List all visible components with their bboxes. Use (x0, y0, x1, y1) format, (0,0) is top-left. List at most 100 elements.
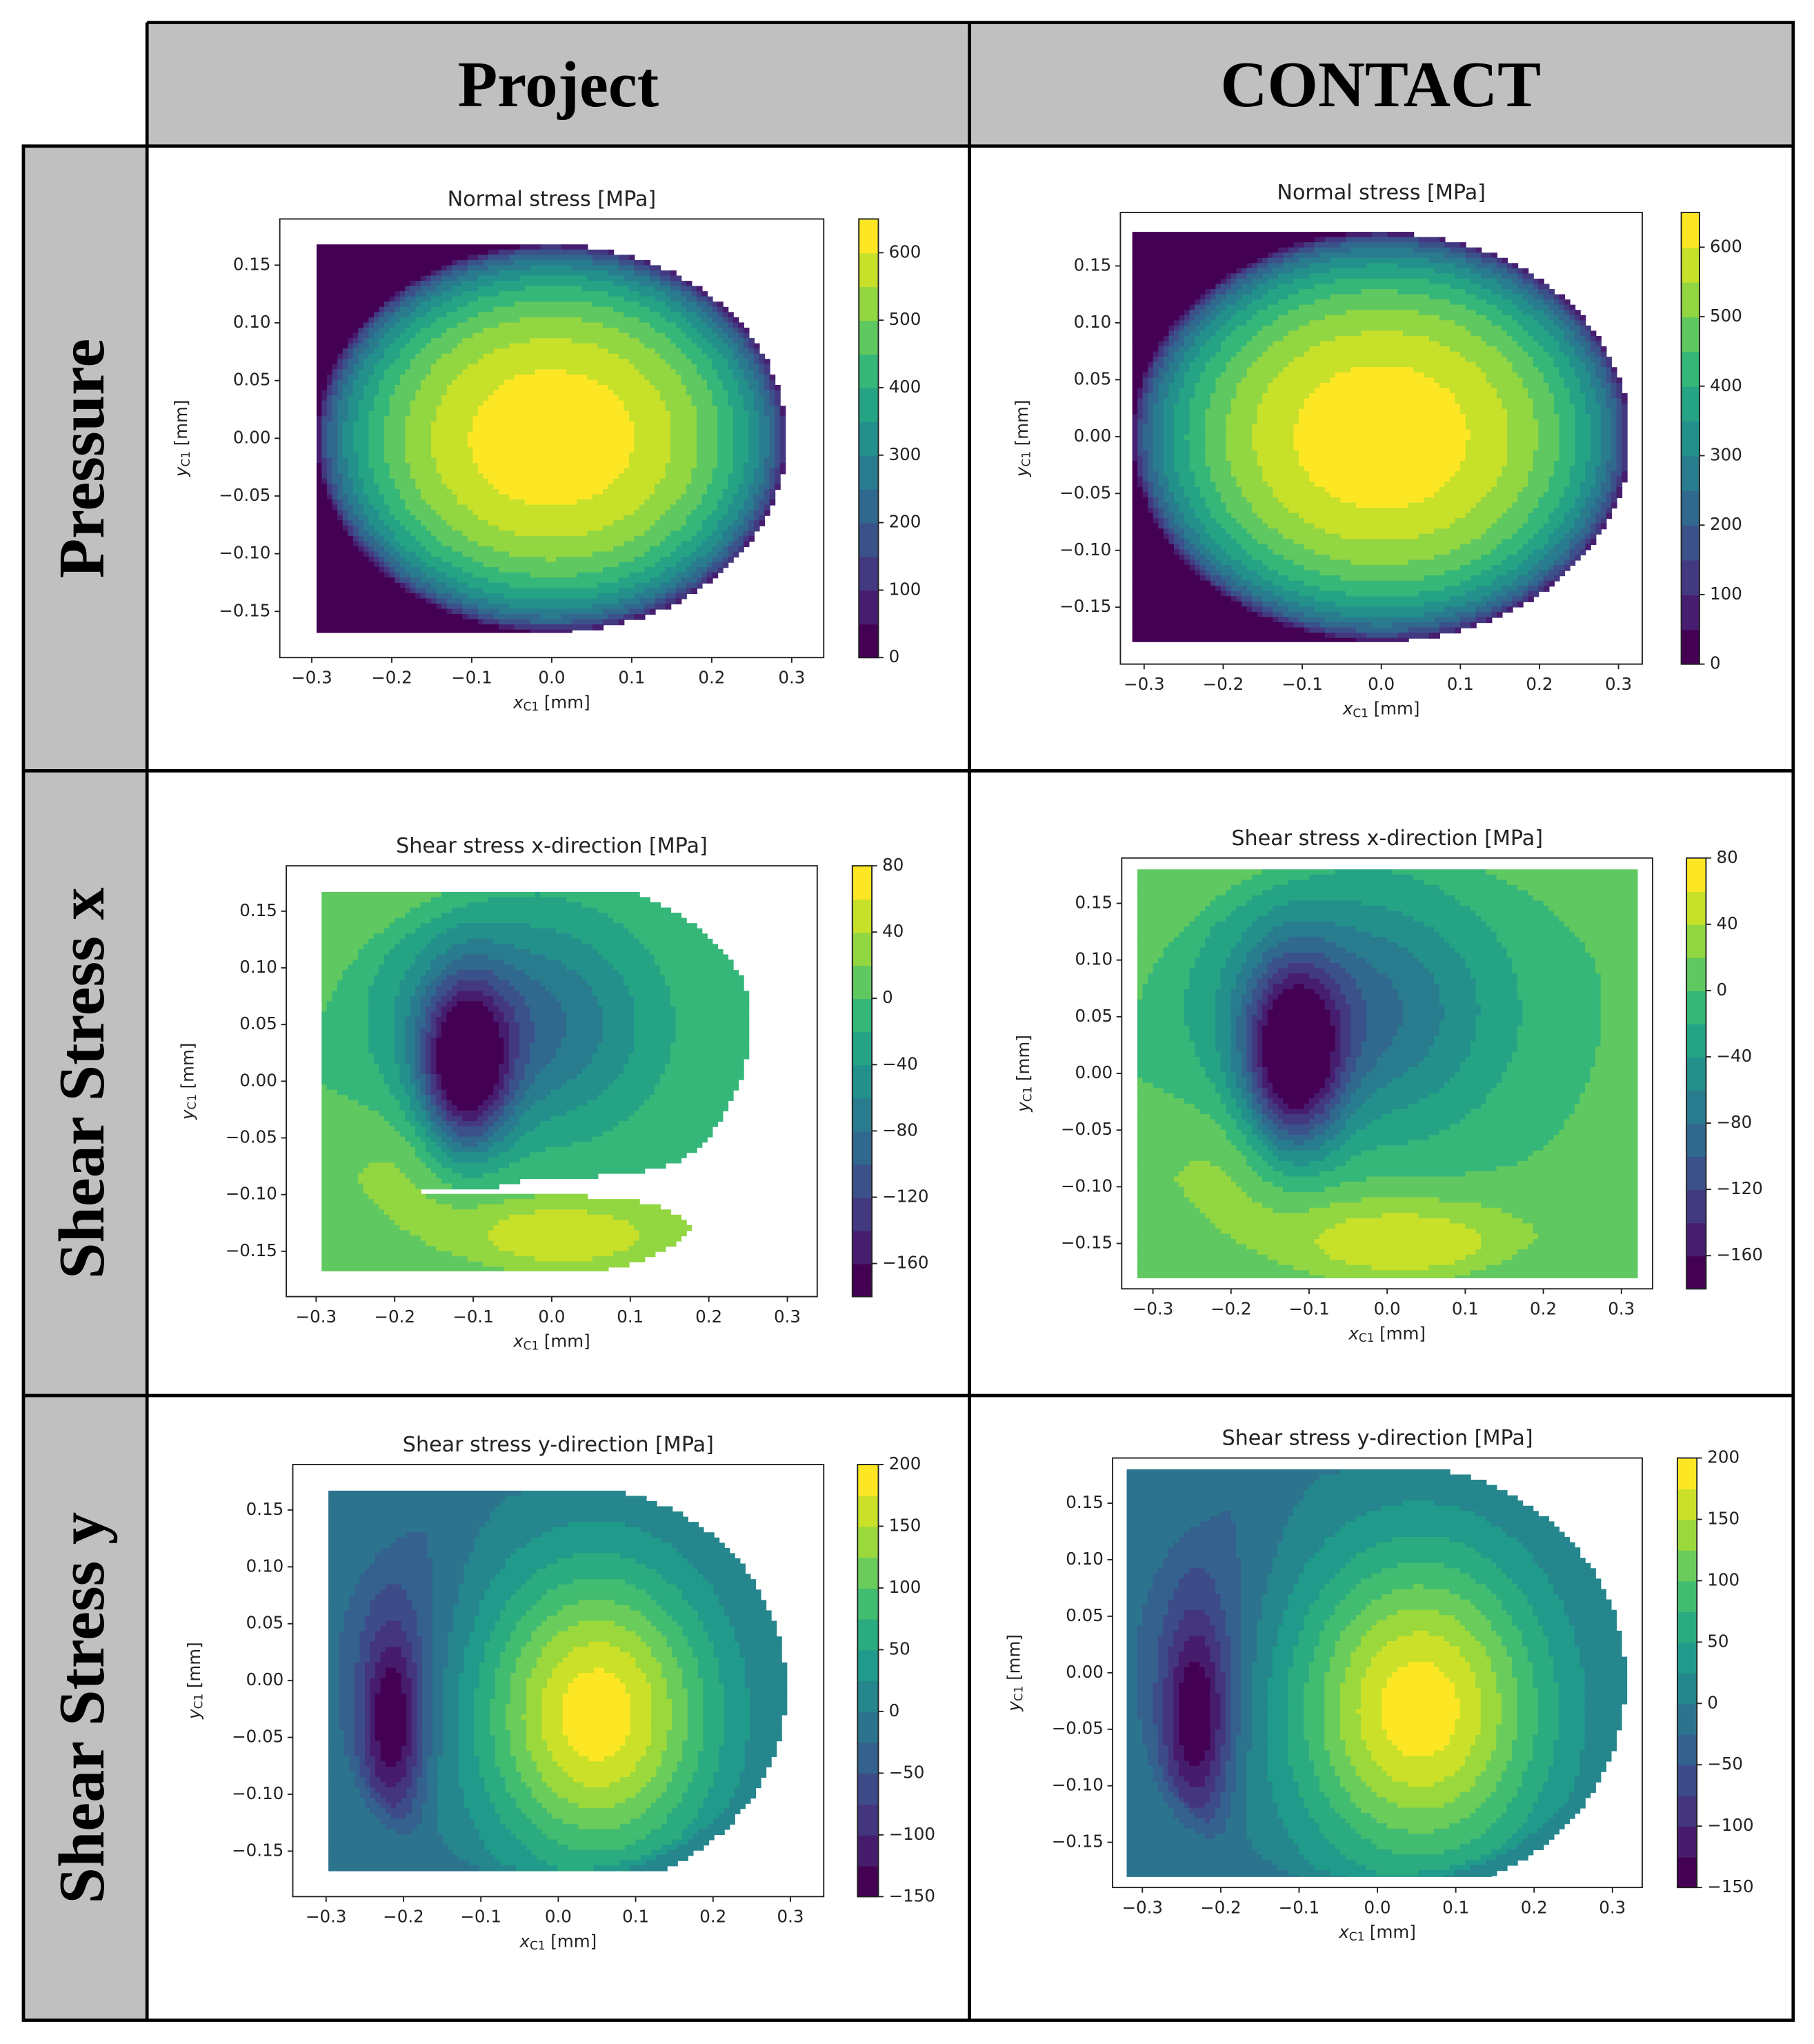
contour-cell (1246, 978, 1258, 985)
contour-cell (1600, 1035, 1638, 1042)
contour-cell (1502, 257, 1508, 264)
contour-cell (1168, 388, 1180, 395)
contour-cell (477, 296, 625, 303)
contour-cell (712, 478, 729, 485)
contour-cell (1230, 404, 1258, 410)
contour-cell (451, 1204, 479, 1211)
contour-cell (1314, 388, 1451, 395)
contour-cell (1564, 382, 1581, 389)
contour-cell (321, 1136, 406, 1143)
contour-cell (1220, 341, 1248, 348)
contour-cell (1257, 1041, 1264, 1047)
contour-cell (426, 1038, 432, 1044)
contour-cell (639, 1230, 687, 1237)
contour-cell (1252, 315, 1279, 321)
contour-cell (602, 1022, 635, 1029)
contour-cell (706, 577, 713, 584)
contour-cell (1366, 1176, 1638, 1183)
contour-cell (660, 353, 687, 360)
contour-cell (1158, 341, 1165, 348)
contour-cell (1517, 973, 1602, 980)
grid-lines (21, 21, 1795, 2022)
contour-cell (373, 1199, 437, 1205)
contour-cell (467, 265, 490, 272)
contour-cell (1553, 398, 1571, 405)
contour-cell (1611, 445, 1617, 452)
contour-cell (759, 484, 770, 490)
contour-cell (1153, 968, 1190, 975)
contour-cell (1252, 601, 1264, 608)
contour-cell (498, 1126, 515, 1133)
contour-cell (332, 478, 343, 485)
contour-cell (1611, 429, 1617, 436)
contour-cell (592, 1053, 630, 1060)
contour-cell (1205, 575, 1211, 582)
contour-cell (1226, 957, 1248, 964)
contour-cell (655, 562, 677, 568)
contour-cell (328, 1631, 340, 1638)
contour-cell (1538, 497, 1560, 504)
contour-cell (321, 390, 328, 397)
contour-cell (1173, 466, 1190, 473)
contour-cell (1559, 497, 1576, 504)
contour-cell (753, 510, 766, 516)
contour-cell (1512, 278, 1524, 285)
contour-cell (1273, 611, 1284, 618)
contour-cell (1575, 372, 1591, 379)
contour-cell (499, 624, 515, 631)
contour-cell (759, 426, 770, 433)
contour-cell (1475, 978, 1518, 985)
contour-cell (1262, 937, 1289, 943)
contour-cell (1611, 471, 1623, 477)
contour-cell (321, 1220, 396, 1227)
colorbar-band (1681, 212, 1700, 248)
colorbar-band (859, 354, 879, 388)
contour-cell (316, 629, 531, 633)
contour-cell (321, 991, 333, 997)
contour-cell (1173, 372, 1186, 379)
contour-cell (1137, 906, 1206, 912)
contour-cell (748, 442, 760, 448)
contour-cell (1220, 1124, 1237, 1131)
contour-cell (1465, 601, 1487, 608)
contour-cell (321, 944, 364, 951)
contour-cell (426, 1053, 432, 1060)
contour-cell (1205, 570, 1211, 577)
contour-cell (1345, 1056, 1357, 1063)
contour-cell (467, 437, 635, 444)
contour-cell (436, 1142, 448, 1148)
contour-cell (703, 1574, 751, 1580)
contour-cell (608, 385, 656, 391)
contour-cell (1142, 461, 1149, 467)
contour-cell (1330, 1009, 1342, 1016)
contour-cell (1496, 874, 1638, 881)
contour-cell (602, 1032, 635, 1039)
contour-cell (1257, 1004, 1264, 1011)
contour-cell (1444, 606, 1477, 613)
contour-cell (1434, 268, 1472, 275)
contour-cell (670, 1001, 750, 1008)
contour-cell (1137, 1244, 1248, 1251)
contour-cell (691, 395, 713, 401)
contour-cell (665, 980, 744, 986)
contour-cell (363, 348, 375, 355)
contour-cell (420, 1032, 427, 1039)
contour-cell (1575, 414, 1591, 420)
contour-cell (672, 1615, 699, 1622)
contour-cell (1502, 471, 1529, 477)
contour-cell (1455, 627, 1462, 634)
contour-cell (1262, 1056, 1331, 1063)
contour-cell (644, 567, 666, 573)
contour-cell (446, 964, 515, 971)
contour-cell (1137, 1072, 1206, 1079)
contour-cell (1230, 1093, 1243, 1100)
contour-cell (1439, 984, 1477, 990)
contour-cell (1584, 1082, 1638, 1089)
contour-cell (495, 1620, 517, 1627)
contour-cell (1137, 398, 1144, 405)
contour-cell (1283, 335, 1337, 342)
contour-cell (477, 619, 484, 626)
contour-cell (597, 949, 650, 955)
contour-cell (1163, 466, 1175, 473)
contour-cell (342, 359, 349, 365)
